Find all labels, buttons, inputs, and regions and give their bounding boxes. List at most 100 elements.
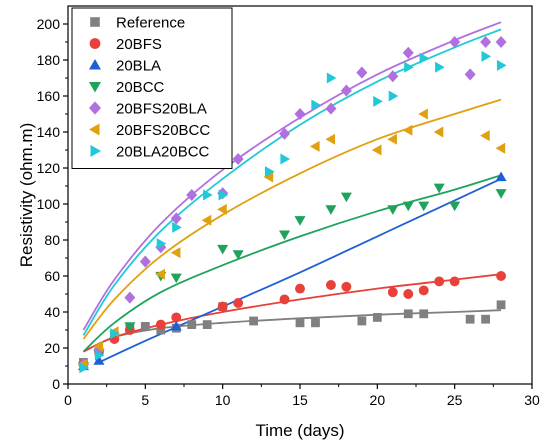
x-tick-label: 25 [447,392,463,408]
data-point [433,183,445,194]
legend-marker [90,17,100,27]
data-point [326,72,337,84]
data-point [218,189,229,201]
data-point [435,61,445,73]
series-20bfs [78,271,507,370]
x-axis-label: Time (days) [255,421,344,440]
data-point [402,124,413,136]
data-point [356,66,368,79]
data-point [186,188,198,202]
fit-line-20bla [98,177,502,364]
x-tick-label: 20 [370,392,386,408]
data-point [170,212,182,225]
data-point [110,328,120,340]
data-point [232,152,244,166]
data-point [341,281,352,292]
legend-marker [89,38,101,49]
series-20bla20bcc [79,50,507,374]
data-point [155,319,166,330]
data-point [495,189,507,199]
y-tick-label: 0 [52,376,60,392]
x-tick-label: 5 [141,392,149,408]
data-point [449,276,460,287]
data-point [279,127,291,140]
y-tick-label: 160 [37,88,61,104]
legend-label: 20BFS20BLA [116,101,207,118]
data-point [325,102,337,115]
data-point [156,325,166,335]
data-point [170,320,182,331]
data-point [496,59,507,71]
data-point [480,130,490,142]
series-20bfs20bcc [77,108,506,370]
data-point [263,171,274,183]
y-tick-label: 200 [37,16,61,32]
y-tick-label: 80 [44,232,60,248]
data-point [279,294,290,305]
y-tick-label: 40 [44,304,60,320]
data-point [418,285,429,296]
data-point [94,349,105,361]
fit-line-20bcc [82,174,502,353]
data-point [419,309,429,319]
y-tick-label: 180 [37,52,61,68]
x-tick-label: 0 [64,392,72,408]
data-point [124,322,136,332]
legend-label: 20BCC [116,79,165,96]
data-point [187,320,197,329]
data-point [311,99,321,111]
data-point [387,205,399,215]
data-point [93,340,104,352]
data-point [170,273,182,284]
data-point [156,238,167,250]
data-point [170,247,181,259]
data-point [294,107,306,121]
legend-marker [90,145,101,157]
data-point [140,322,150,331]
data-point [155,268,165,280]
data-point [481,50,492,62]
data-point [357,316,367,326]
data-point [309,140,320,152]
data-point [371,144,382,156]
data-point [264,166,275,178]
data-point [496,300,506,310]
data-point [294,216,306,226]
data-point [403,289,414,299]
data-point [388,90,399,102]
data-point [496,271,507,281]
data-point [325,133,336,145]
data-point [217,203,227,215]
data-point [495,142,506,154]
data-point [217,301,228,312]
data-point [295,318,305,328]
data-point [372,313,382,322]
x-tick-label: 10 [215,392,231,408]
data-point [402,46,414,59]
data-point [340,84,352,97]
data-point [172,221,182,233]
data-point [280,153,291,165]
data-point [387,133,397,145]
data-point [465,314,475,324]
legend-label: 20BFS20BCC [116,122,210,139]
y-tick-label: 100 [37,196,61,212]
data-point [203,189,213,201]
data-point [373,95,383,107]
data-point [233,298,244,308]
y-tick-label: 140 [37,124,61,140]
data-point [217,244,229,255]
legend-label: 20BLA20BCC [116,144,210,161]
data-point [79,362,89,374]
data-point [387,287,398,298]
data-point [295,283,305,294]
fit-line-20bfs20bcc [82,98,502,340]
data-point [279,230,291,241]
series-reference [79,300,506,367]
x-tick-label: 15 [292,392,308,408]
data-markers [77,35,507,374]
legend-marker [89,123,100,136]
data-point [402,201,414,212]
data-point [325,205,337,215]
